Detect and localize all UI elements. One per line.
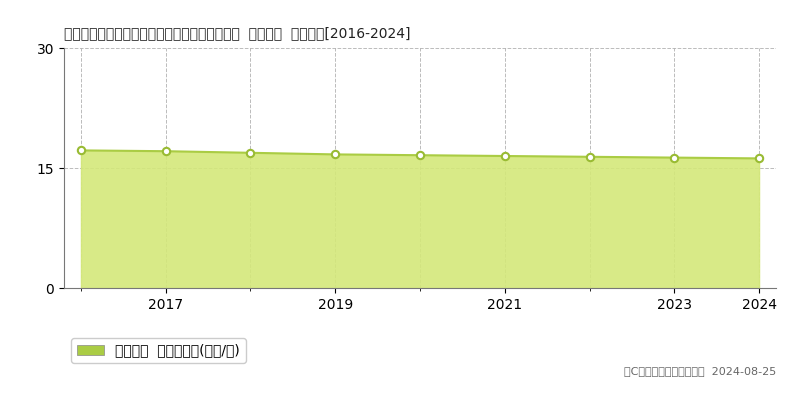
Point <box>159 148 172 154</box>
Legend: 地価公示  平均坪単価(万円/坪): 地価公示 平均坪単価(万円/坪) <box>71 338 246 363</box>
Text: 高知県土佐市高岡町字西地頭名甲９０９番４外  地価公示  地価推移[2016-2024]: 高知県土佐市高岡町字西地頭名甲９０９番４外 地価公示 地価推移[2016-202… <box>64 26 410 40</box>
Point <box>414 152 426 158</box>
Point <box>244 150 257 156</box>
Point <box>498 153 511 159</box>
Point <box>668 154 681 161</box>
Point <box>753 155 766 162</box>
Text: （C）土地価格ドットコム  2024-08-25: （C）土地価格ドットコム 2024-08-25 <box>624 366 776 376</box>
Point <box>74 147 87 154</box>
Point <box>329 151 342 158</box>
Point <box>583 154 596 160</box>
